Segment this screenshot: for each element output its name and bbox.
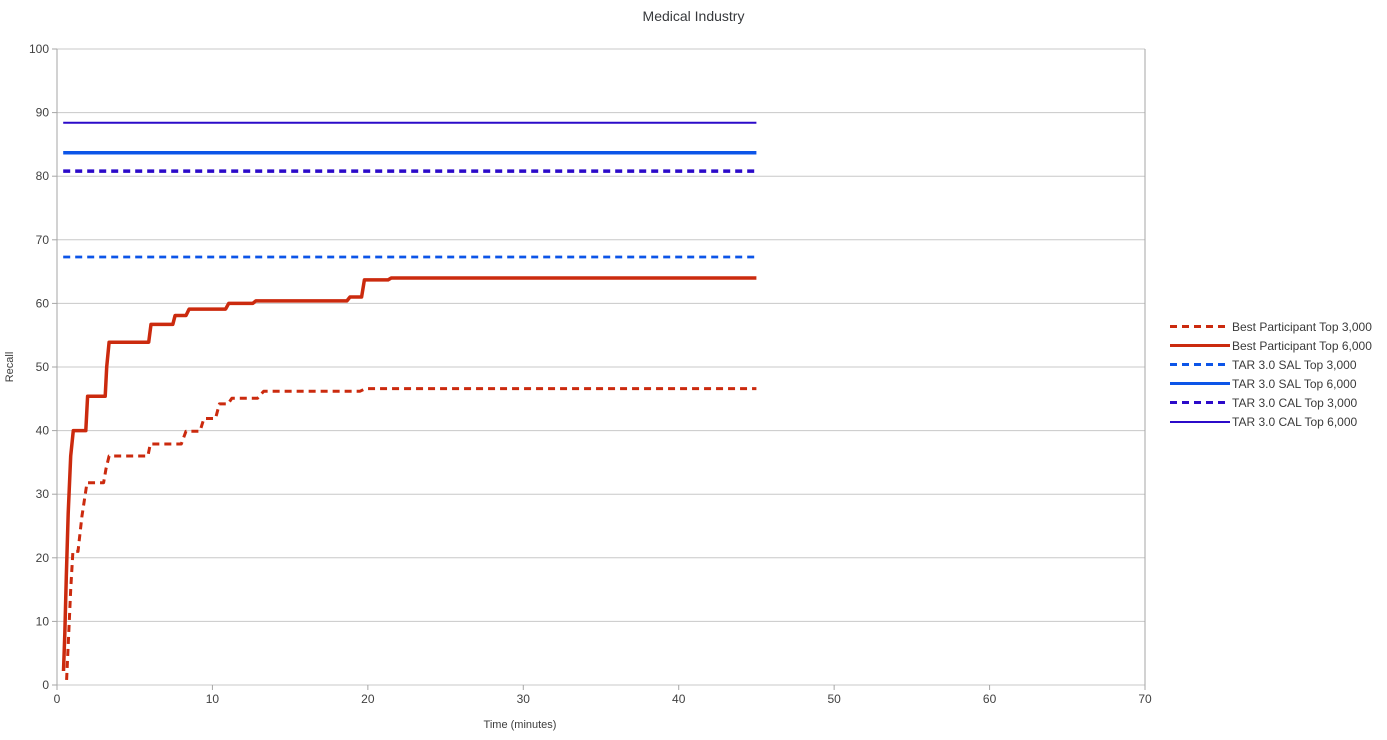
y-tick-label: 40: [36, 424, 50, 438]
legend-line-sample: [1170, 325, 1230, 328]
x-tick-label: 60: [983, 692, 997, 706]
legend-item: TAR 3.0 CAL Top 3,000: [1170, 393, 1372, 412]
x-tick-label: 20: [361, 692, 375, 706]
legend-item-label: Best Participant Top 3,000: [1232, 319, 1372, 334]
legend-line-sample: [1170, 343, 1230, 348]
y-tick-label: 10: [36, 614, 50, 628]
legend-item-label: TAR 3.0 SAL Top 3,000: [1232, 357, 1357, 372]
y-tick-label: 90: [36, 106, 50, 120]
legend-line-sample: [1170, 363, 1230, 366]
legend-item: TAR 3.0 CAL Top 6,000: [1170, 412, 1372, 431]
series-line-best-participant-top-6-000: [61, 276, 757, 672]
x-tick-label: 0: [54, 692, 61, 706]
x-tick-label: 40: [672, 692, 686, 706]
series-line-best-participant-top-3-000: [65, 387, 757, 680]
x-tick-label: 10: [206, 692, 220, 706]
x-tick-label: 50: [827, 692, 841, 706]
y-tick-label: 70: [36, 233, 50, 247]
legend-item-label: TAR 3.0 CAL Top 6,000: [1232, 414, 1358, 429]
y-tick-label: 100: [29, 42, 49, 56]
legend-line-sample: [1170, 420, 1230, 423]
y-tick-label: 30: [36, 487, 50, 501]
y-tick-label: 50: [36, 360, 50, 374]
legend-item-label: TAR 3.0 CAL Top 3,000: [1232, 395, 1358, 410]
x-tick-label: 70: [1138, 692, 1152, 706]
legend-line-sample: [1170, 400, 1230, 405]
y-tick-label: 80: [36, 169, 50, 183]
x-tick-label: 30: [517, 692, 531, 706]
legend-item: TAR 3.0 SAL Top 6,000: [1170, 374, 1372, 393]
legend-item: Best Participant Top 6,000: [1170, 336, 1372, 355]
y-tick-label: 0: [42, 678, 49, 692]
legend-item: TAR 3.0 SAL Top 3,000: [1170, 355, 1372, 374]
x-axis-title: Time (minutes): [483, 719, 557, 731]
legend: Best Participant Top 3,000 Best Participa…: [1170, 317, 1372, 431]
y-tick-label: 60: [36, 296, 50, 310]
legend-item-label: TAR 3.0 SAL Top 6,000: [1232, 376, 1357, 391]
legend-line-sample: [1170, 381, 1230, 386]
chart-title: Medical Industry: [642, 8, 745, 24]
legend-item-label: Best Participant Top 6,000: [1232, 338, 1372, 353]
legend-item: Best Participant Top 3,000: [1170, 317, 1372, 336]
y-tick-label: 20: [36, 551, 50, 565]
